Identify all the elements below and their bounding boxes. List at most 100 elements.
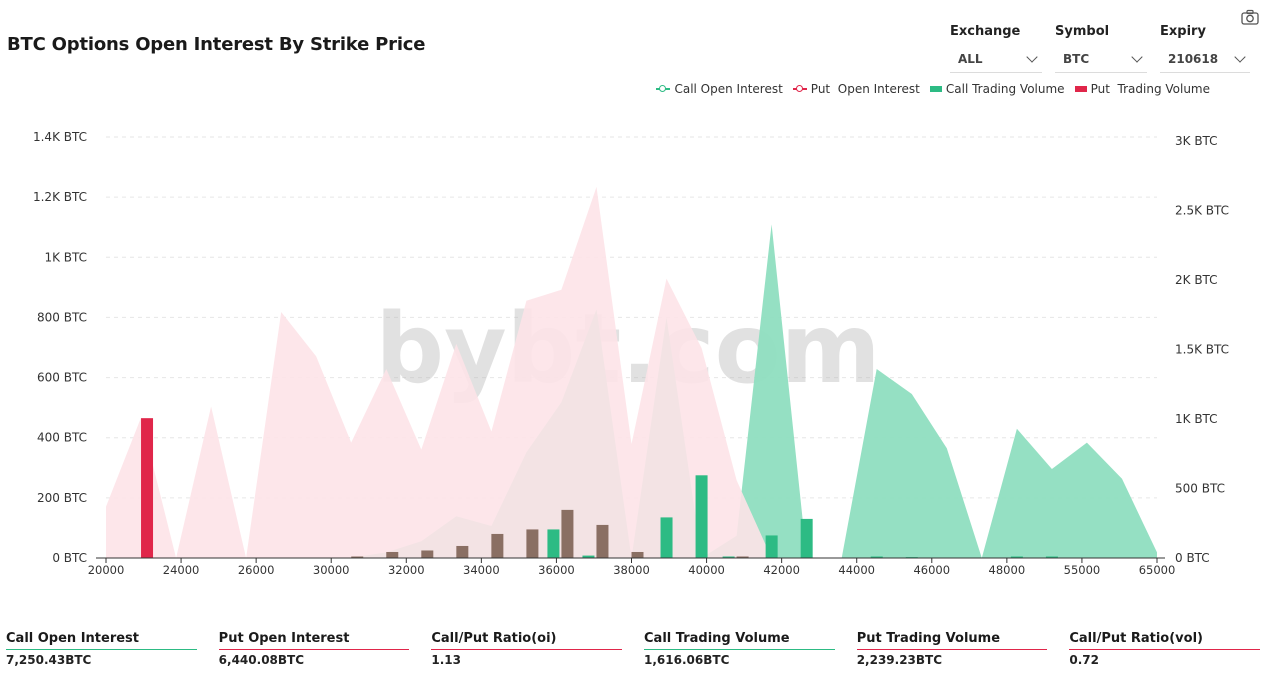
- legend-marker: [929, 86, 942, 92]
- x-tick-label: 32000: [388, 563, 425, 577]
- x-tick-label: 65000: [1139, 563, 1176, 577]
- stat-put-oi: Put Open Interest 6,440.08BTC: [218, 631, 410, 667]
- y-right-tick-label: 2K BTC: [1175, 273, 1218, 287]
- stat-label: Call Trading Volume: [644, 631, 835, 650]
- stat-value: 1,616.06BTC: [644, 653, 730, 667]
- area-series: [106, 186, 1157, 558]
- symbol-select-value: BTC: [1063, 51, 1090, 66]
- put-volume-bar: [526, 529, 539, 558]
- y-left-tick-label: 200 BTC: [37, 491, 87, 505]
- x-tick-label: 38000: [613, 563, 650, 577]
- expiry-select-value: 210618: [1168, 51, 1219, 66]
- x-tick-label: 40000: [688, 563, 725, 577]
- stat-label: Put Open Interest: [218, 631, 410, 650]
- legend-item-put-volume[interactable]: Put Trading Volume: [1074, 82, 1210, 96]
- x-tick-label: 20000: [88, 563, 125, 577]
- expiry-filter-label: Expiry: [1160, 24, 1206, 39]
- y-left-tick-label: 400 BTC: [37, 431, 87, 445]
- stat-oi-ratio: Call/Put Ratio(oi) 1.13: [431, 631, 623, 667]
- stat-put-volume: Put Trading Volume 2,239.23BTC: [856, 631, 1048, 667]
- legend-label: Call Trading Volume: [945, 82, 1065, 96]
- symbol-filter: Symbol BTC: [1055, 24, 1147, 73]
- put-volume-bar: [491, 533, 504, 558]
- stat-value: 0.72: [1069, 653, 1099, 667]
- call-volume-bar: [1010, 556, 1023, 558]
- put-volume-bar: [421, 550, 434, 558]
- y-left-tick-label: 1.2K BTC: [33, 190, 87, 204]
- x-tick-label: 42000: [763, 563, 800, 577]
- call-volume-bar: [1045, 556, 1058, 558]
- stat-vol-ratio: Call/Put Ratio(vol) 0.72: [1069, 631, 1261, 667]
- y-right-tick-label: 500 BTC: [1175, 482, 1225, 496]
- stat-label: Call/Put Ratio(oi): [431, 631, 623, 650]
- stat-value: 7,250.43BTC: [6, 653, 92, 667]
- legend-marker: [1074, 86, 1087, 92]
- put-volume-bar: [736, 556, 749, 558]
- legend-item-call-volume[interactable]: Call Trading Volume: [929, 82, 1065, 96]
- x-tick-label: 24000: [163, 563, 200, 577]
- exchange-filter-label: Exchange: [950, 24, 1021, 39]
- y-left-tick-label: 800 BTC: [37, 310, 87, 324]
- legend-marker: [656, 85, 671, 92]
- page-title: BTC Options Open Interest By Strike Pric…: [7, 34, 426, 55]
- legend-label: Put Trading Volume: [1090, 82, 1210, 96]
- chevron-down-icon: [1234, 50, 1246, 63]
- put-volume-bar: [141, 418, 154, 558]
- expiry-filter: Expiry 210618: [1160, 24, 1250, 73]
- x-tick-label: 30000: [313, 563, 350, 577]
- symbol-filter-label: Symbol: [1055, 24, 1110, 39]
- call-volume-bar: [660, 517, 673, 558]
- exchange-select[interactable]: ALL: [950, 45, 1042, 73]
- y-left-tick-label: 1K BTC: [44, 250, 87, 264]
- call-volume-bar: [722, 556, 735, 558]
- chevron-down-icon: [1026, 50, 1038, 63]
- legend-marker: [792, 85, 807, 92]
- stat-value: 2,239.23BTC: [856, 653, 943, 667]
- chart-legend: Call Open Interest Put Open Interest Cal…: [656, 82, 1210, 96]
- exchange-filter: Exchange ALL: [950, 24, 1042, 73]
- y-right-tick-label: 2.5K BTC: [1175, 204, 1229, 218]
- x-tick-label: 55000: [1064, 563, 1101, 577]
- x-tick-label: 46000: [913, 563, 950, 577]
- legend-label: Call Open Interest: [674, 82, 783, 96]
- summary-stats: Call Open Interest 7,250.43BTC Put Open …: [6, 631, 1261, 667]
- call-volume-bar: [800, 518, 813, 558]
- call-open-interest-area: [106, 224, 1157, 558]
- grid-lines: [106, 136, 1157, 499]
- put-volume-bar: [596, 524, 609, 558]
- call-volume-bar: [870, 556, 883, 558]
- camera-icon[interactable]: [1241, 9, 1259, 25]
- chevron-down-icon: [1131, 50, 1143, 63]
- axes: 0 BTC 200 BTC 400 BTC 600 BTC 800 BTC 1K BTC 1…: [33, 130, 1229, 577]
- stat-label: Call Open Interest: [6, 631, 197, 650]
- stat-value: 6,440.08BTC: [218, 653, 305, 667]
- y-right-tick-label: 1.5K BTC: [1175, 343, 1229, 357]
- put-volume-bar: [631, 551, 644, 558]
- y-right-tick-label: 0 BTC: [1175, 551, 1210, 565]
- stat-label: Put Trading Volume: [856, 631, 1048, 650]
- call-volume-bar: [765, 535, 778, 558]
- bar-series: [141, 418, 1058, 558]
- stat-label: Call/Put Ratio(vol): [1069, 631, 1261, 650]
- x-tick-label: 44000: [838, 563, 875, 577]
- call-volume-bar: [547, 529, 560, 558]
- legend-item-call-oi[interactable]: Call Open Interest: [656, 82, 783, 96]
- call-volume-bar: [695, 475, 708, 558]
- stat-call-volume: Call Trading Volume 1,616.06BTC: [644, 631, 835, 667]
- x-tick-label: 36000: [538, 563, 575, 577]
- exchange-select-value: ALL: [958, 51, 983, 66]
- put-volume-bar: [456, 545, 469, 558]
- y-right-tick-label: 3K BTC: [1175, 134, 1218, 148]
- y-left-tick-label: 600 BTC: [37, 371, 87, 385]
- legend-item-put-oi[interactable]: Put Open Interest: [792, 82, 920, 96]
- x-tick-label: 34000: [463, 563, 500, 577]
- expiry-select[interactable]: 210618: [1160, 45, 1250, 73]
- symbol-select[interactable]: BTC: [1055, 45, 1147, 73]
- put-volume-bar: [561, 509, 574, 558]
- stat-call-oi: Call Open Interest 7,250.43BTC: [6, 631, 197, 667]
- x-tick-label: 48000: [989, 563, 1026, 577]
- put-open-interest-area: [106, 186, 1157, 558]
- y-left-tick-label: 1.4K BTC: [33, 130, 87, 144]
- legend-label: Put Open Interest: [810, 82, 920, 96]
- put-volume-bar: [351, 556, 364, 558]
